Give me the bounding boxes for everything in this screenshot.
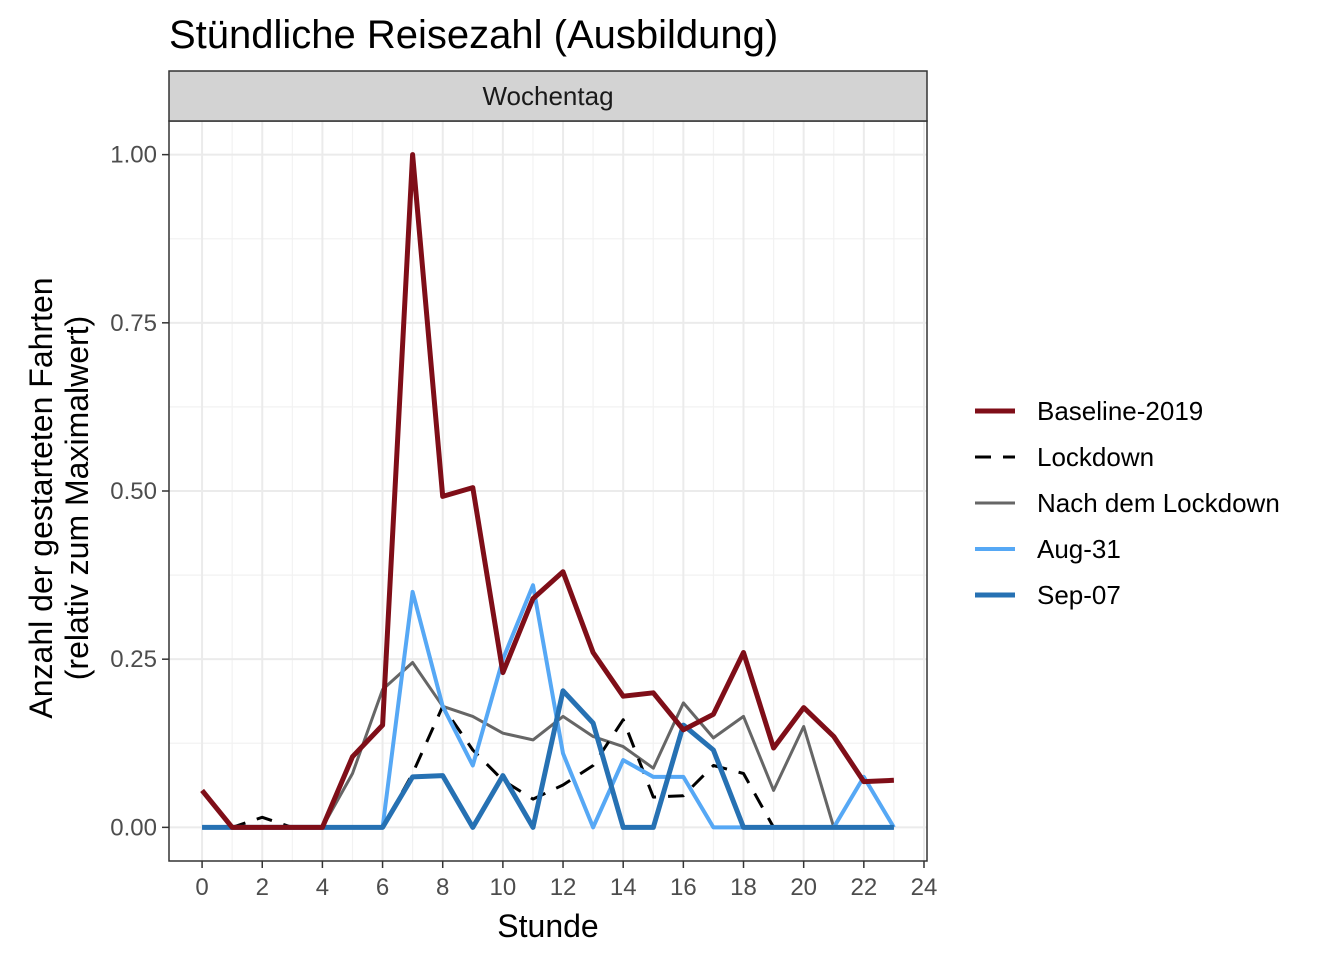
legend-label-baseline-2019: Baseline-2019 <box>1037 396 1203 426</box>
legend-label-sep-07: Sep-07 <box>1037 580 1121 610</box>
x-tick-label: 18 <box>730 874 757 901</box>
series-line-baseline-2019 <box>200 152 895 830</box>
x-tick-label: 8 <box>436 874 449 901</box>
legend-label-nach-dem-lockdown: Nach dem Lockdown <box>1037 488 1280 518</box>
y-axis-title-line1: Anzahl der gestarteten Fahrten <box>23 277 59 718</box>
axes: 0 2 4 6 8 10 12 14 16 18 20 22 240.000.250.500.751.0… <box>110 142 937 901</box>
x-tick-label: 14 <box>610 874 637 901</box>
x-tick-label: 6 <box>376 874 389 901</box>
y-tick-label: 0.00 <box>110 814 157 841</box>
y-axis-title-line2: (relativ zum Maximalwert) <box>59 316 95 680</box>
x-tick-label: 2 <box>256 874 269 901</box>
y-tick-label: 0.25 <box>110 646 157 673</box>
x-axis-title: Stunde <box>497 908 598 944</box>
x-tick-label: 10 <box>490 874 517 901</box>
y-tick-label: 0.50 <box>110 478 157 505</box>
x-tick-label: 24 <box>911 874 938 901</box>
y-tick-label: 1.00 <box>110 142 157 169</box>
legend-label-aug-31: Aug-31 <box>1037 534 1121 564</box>
x-tick-label: 12 <box>550 874 577 901</box>
x-tick-label: 4 <box>316 874 329 901</box>
facet-label: Wochentag <box>482 81 613 111</box>
x-tick-label: 0 <box>195 874 208 901</box>
y-tick-label: 0.75 <box>110 310 157 337</box>
plot-panel <box>168 120 928 862</box>
facet-strip <box>168 70 928 122</box>
legend: Baseline-2019 Lockdown Nach dem Lockdown Au… <box>975 396 1280 610</box>
legend-label-lockdown: Lockdown <box>1037 442 1154 472</box>
x-tick-label: 20 <box>790 874 817 901</box>
chart-title: Stündliche Reisezahl (Ausbildung) <box>169 13 778 57</box>
x-tick-label: 22 <box>850 874 877 901</box>
x-tick-label: 16 <box>670 874 697 901</box>
